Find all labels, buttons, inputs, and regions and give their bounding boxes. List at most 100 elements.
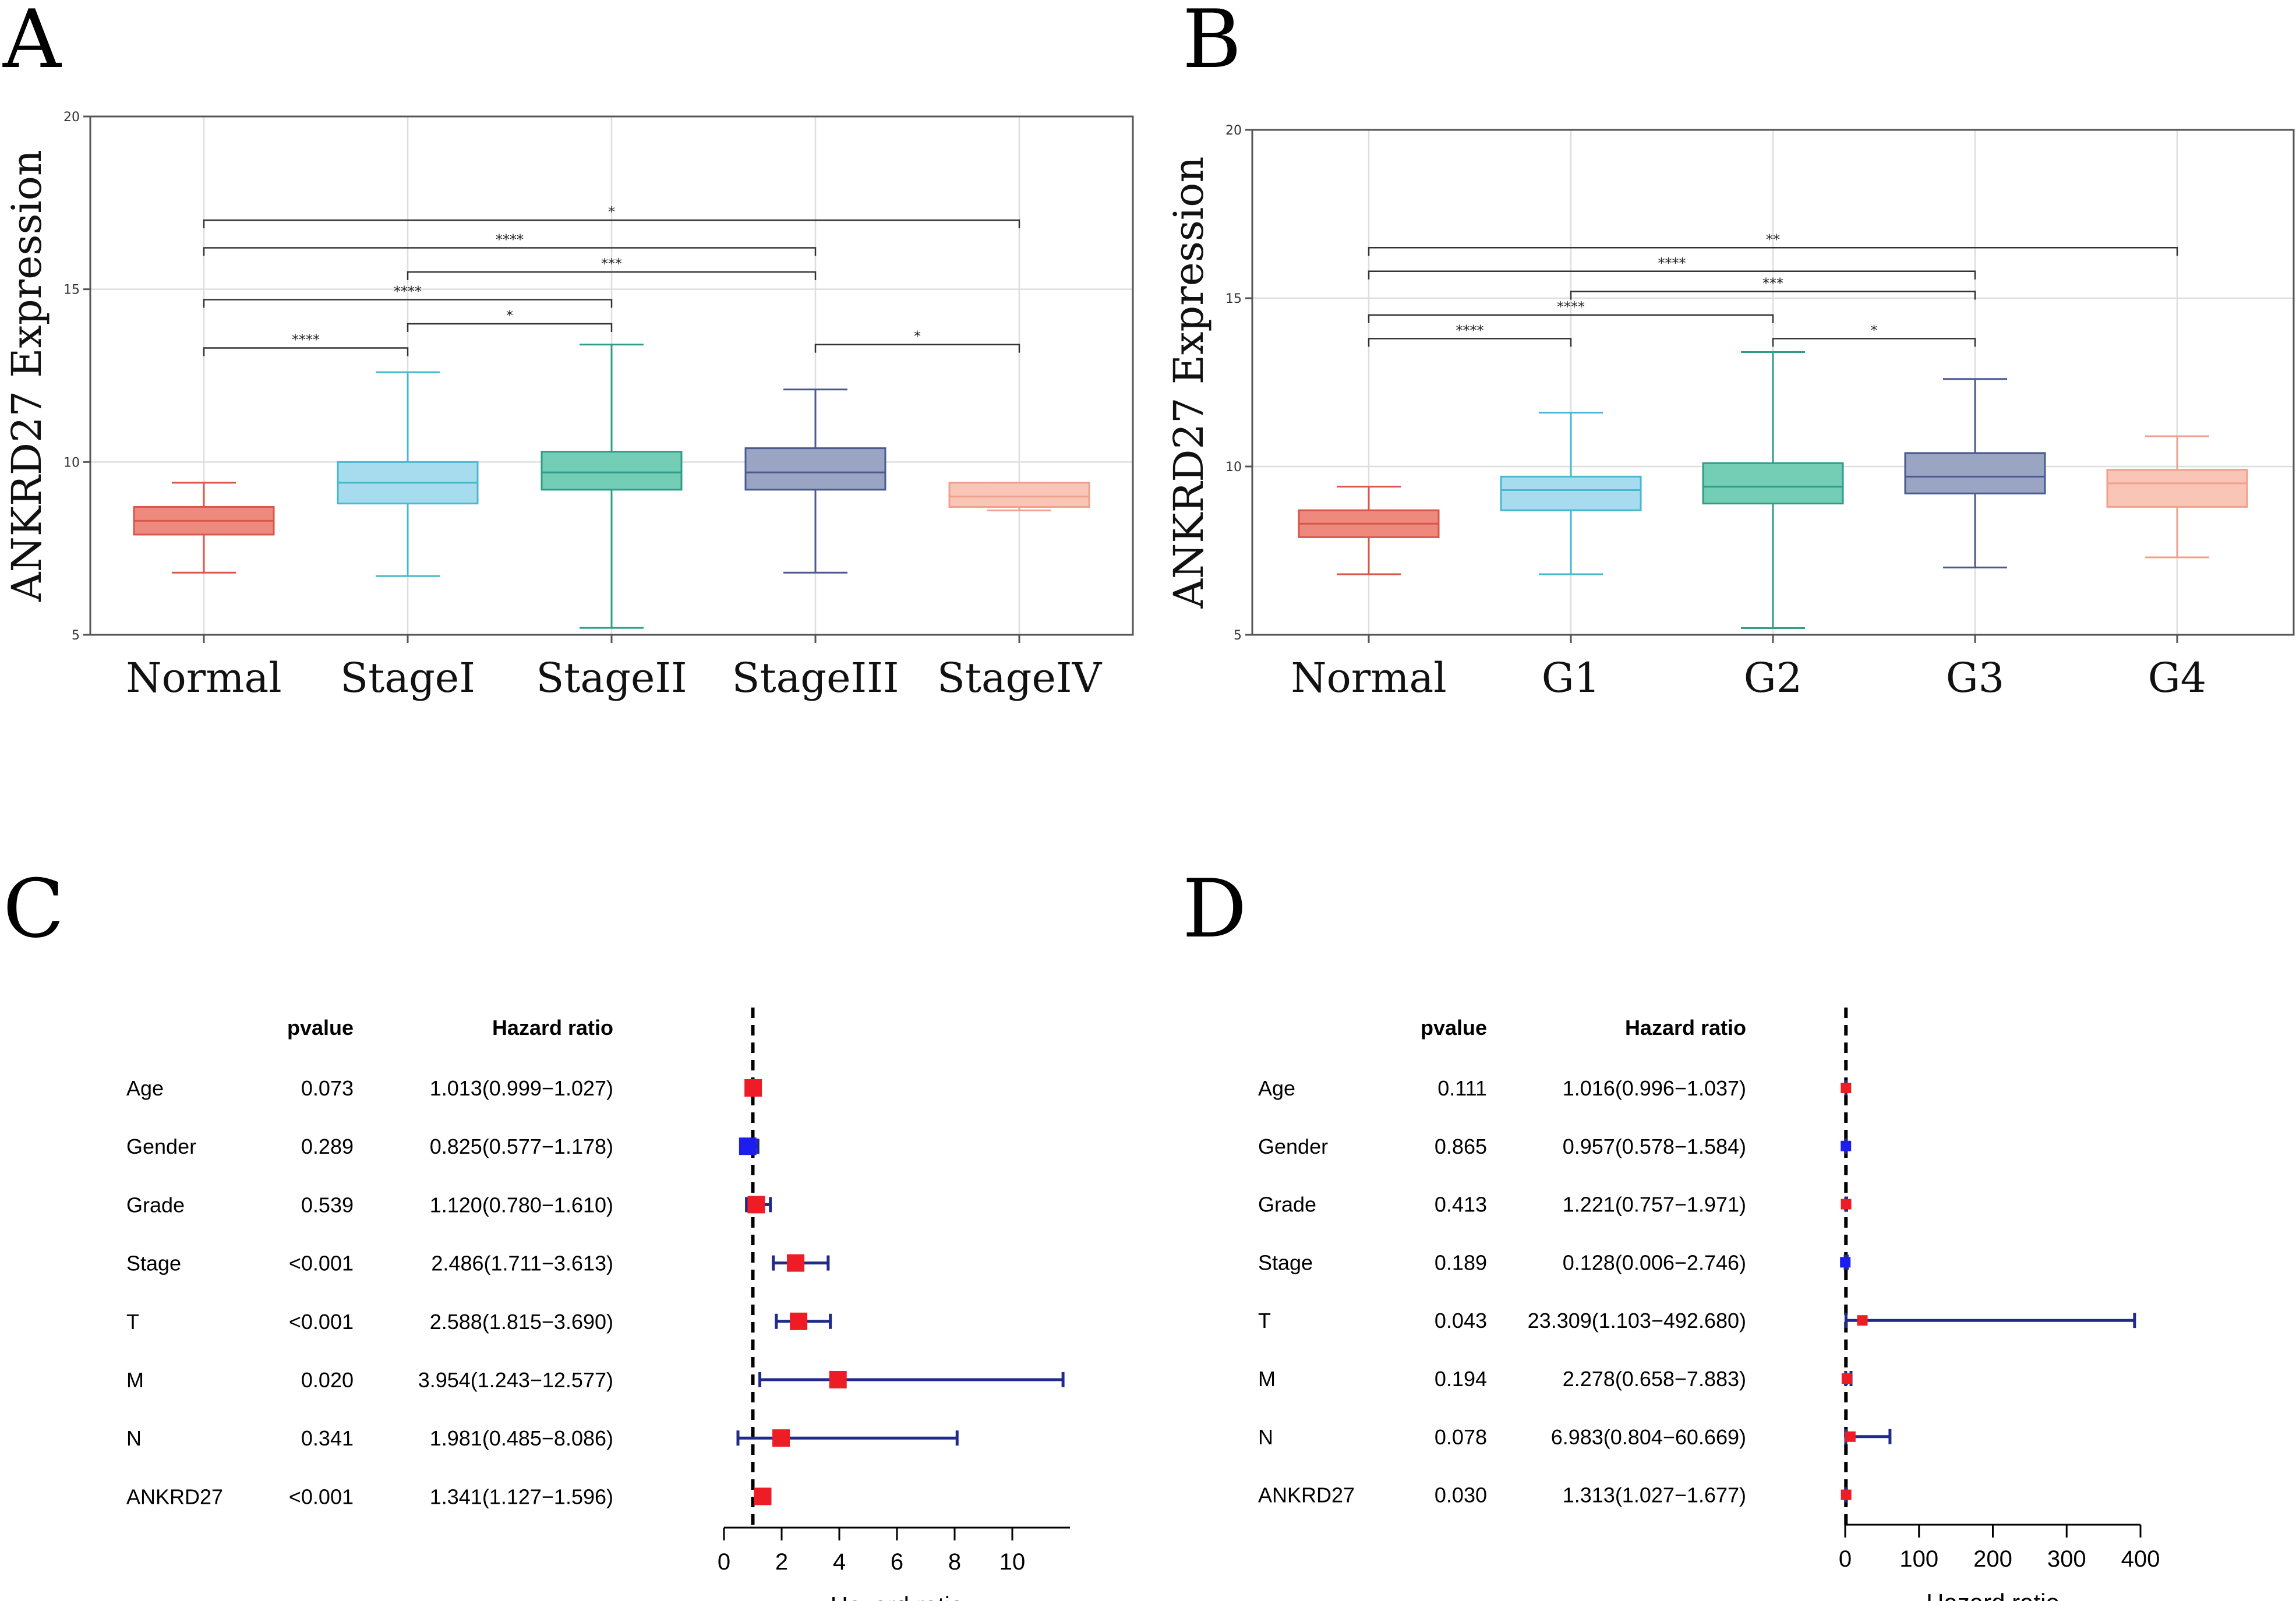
- x-axis-label-c: Hazard ratio: [831, 1592, 964, 1601]
- x-tick-label-d: 400: [2121, 1546, 2160, 1572]
- y-tick-label-b: 5: [1234, 628, 1242, 643]
- hr-marker-age: [744, 1079, 762, 1097]
- row-label-t: T: [1258, 1309, 1271, 1333]
- row-label-n: N: [126, 1426, 142, 1450]
- row-label-age: Age: [1258, 1076, 1295, 1100]
- box-stageiii: [744, 447, 886, 491]
- y-tick-label-b: 10: [1225, 460, 1242, 475]
- header-pvalue-d: pvalue: [1421, 1016, 1487, 1040]
- row-pvalue-t: 0.043: [1435, 1309, 1487, 1333]
- significance-bracket-a: [203, 299, 613, 308]
- significance-label-a: *: [506, 308, 513, 324]
- y-axis-label-a: ANKRD27 Expression: [3, 150, 51, 602]
- row-pvalue-grade: 0.539: [301, 1193, 354, 1217]
- significance-bracket-b: [1368, 247, 2178, 256]
- significance-bracket-a: [814, 344, 1020, 353]
- y-axis-label-b: ANKRD27 Expression: [1165, 157, 1213, 609]
- box-stageii: [541, 451, 683, 491]
- row-pvalue-age: 0.073: [301, 1076, 354, 1100]
- row-hr-text-grade: 1.221(0.757−1.971): [1563, 1193, 1746, 1217]
- x-tick-label-a: StageII: [536, 654, 687, 702]
- hr-marker-grade: [747, 1196, 765, 1214]
- row-label-gender: Gender: [1258, 1135, 1328, 1158]
- hr-marker-stage: [787, 1254, 805, 1272]
- header-hazard-ratio-d: Hazard ratio: [1625, 1016, 1746, 1040]
- significance-label-a: *: [914, 328, 921, 345]
- x-tick-label-c: 10: [999, 1549, 1026, 1575]
- x-tick-label-a: StageI: [340, 654, 475, 702]
- hr-marker-n: [772, 1429, 790, 1447]
- row-label-stage: Stage: [126, 1252, 181, 1275]
- x-tick-label-b: Normal: [1291, 654, 1446, 702]
- box-g4: [2106, 469, 2248, 508]
- significance-bracket-b: [1368, 338, 1572, 347]
- x-tick-label-d: 300: [2047, 1546, 2086, 1572]
- row-hr-text-m: 2.278(0.658−7.883): [1563, 1367, 1746, 1391]
- row-pvalue-n: 0.078: [1435, 1425, 1487, 1449]
- hr-marker-grade: [1841, 1199, 1852, 1210]
- row-pvalue-ankrd27: 0.030: [1435, 1483, 1487, 1507]
- significance-label-b: ****: [1557, 299, 1585, 315]
- x-tick-label-d: 0: [1839, 1546, 1852, 1572]
- y-tick-label-a: 10: [63, 455, 80, 470]
- row-hr-text-age: 1.016(0.996−1.037): [1563, 1076, 1746, 1100]
- row-hr-text-t: 2.588(1.815−3.690): [430, 1310, 613, 1334]
- y-tick-label-b: 15: [1225, 292, 1242, 306]
- hr-marker-m: [829, 1371, 847, 1388]
- header-pvalue-c: pvalue: [287, 1016, 354, 1040]
- row-pvalue-n: 0.341: [301, 1426, 354, 1450]
- row-label-grade: Grade: [1258, 1193, 1316, 1217]
- x-tick-label-c: 2: [775, 1549, 788, 1575]
- significance-bracket-b: [1368, 314, 1774, 323]
- y-tick-label-b: 20: [1225, 123, 1242, 138]
- row-pvalue-stage: 0.189: [1435, 1250, 1487, 1274]
- row-label-stage: Stage: [1258, 1250, 1313, 1274]
- row-label-ankrd27: ANKRD27: [126, 1485, 223, 1508]
- row-label-grade: Grade: [126, 1193, 185, 1217]
- significance-label-b: ***: [1762, 275, 1783, 291]
- box-g3: [1904, 452, 2046, 494]
- x-tick-label-a: Normal: [126, 654, 281, 702]
- row-hr-text-n: 6.983(0.804−60.669): [1551, 1425, 1746, 1449]
- significance-bracket-b: [1368, 270, 1976, 280]
- significance-label-b: **: [1766, 231, 1780, 248]
- x-tick-label-a: StageIV: [937, 654, 1103, 702]
- hr-marker-m: [1841, 1373, 1852, 1384]
- row-label-t: T: [126, 1310, 139, 1334]
- box-g1: [1500, 475, 1642, 511]
- y-tick-label-a: 15: [63, 283, 80, 298]
- row-hr-text-t: 23.309(1.103−492.680): [1528, 1309, 1746, 1333]
- x-tick-label-b: G3: [1946, 654, 2004, 702]
- row-pvalue-grade: 0.413: [1435, 1193, 1487, 1217]
- hr-marker-t: [1857, 1315, 1868, 1326]
- significance-bracket-a: [407, 271, 817, 280]
- x-tick-label-c: 8: [948, 1549, 961, 1575]
- significance-label-a: ****: [394, 283, 422, 299]
- row-label-n: N: [1258, 1425, 1273, 1449]
- significance-bracket-a: [203, 347, 409, 356]
- row-pvalue-m: 0.194: [1435, 1367, 1487, 1391]
- row-hr-text-ankrd27: 1.341(1.127−1.596): [430, 1485, 613, 1508]
- panel-b-boxplot: 5 10 15 20 ANKRD27 Expression Normal G1 G2 G3 G4 *…: [1165, 123, 2295, 702]
- row-label-m: M: [126, 1368, 144, 1392]
- x-tick-label-c: 4: [833, 1549, 846, 1575]
- row-hr-text-gender: 0.825(0.577−1.178): [430, 1135, 613, 1158]
- row-hr-text-m: 3.954(1.243−12.577): [418, 1368, 613, 1392]
- panel-a-boxplot: 5 10 15 20 ANKRD27 Expression Normal StageI Sta…: [3, 110, 1134, 702]
- y-tick-label-a: 5: [72, 628, 80, 643]
- row-label-gender: Gender: [126, 1135, 196, 1158]
- significance-bracket-b: [1772, 338, 1976, 347]
- row-pvalue-stage: <0.001: [289, 1252, 354, 1275]
- significance-label-a: ****: [496, 231, 524, 248]
- hr-marker-n: [1845, 1431, 1856, 1442]
- row-label-ankrd27: ANKRD27: [1258, 1483, 1355, 1507]
- y-tick-label-a: 20: [63, 110, 80, 125]
- hr-marker-gender: [1841, 1140, 1852, 1151]
- hr-marker-t: [790, 1312, 808, 1330]
- x-tick-label-c: 0: [718, 1549, 730, 1575]
- x-tick-label-d: 200: [1973, 1546, 2012, 1572]
- header-hazard-ratio-c: Hazard ratio: [492, 1016, 613, 1040]
- significance-label-a: *: [608, 204, 615, 220]
- significance-label-b: ****: [1658, 255, 1686, 271]
